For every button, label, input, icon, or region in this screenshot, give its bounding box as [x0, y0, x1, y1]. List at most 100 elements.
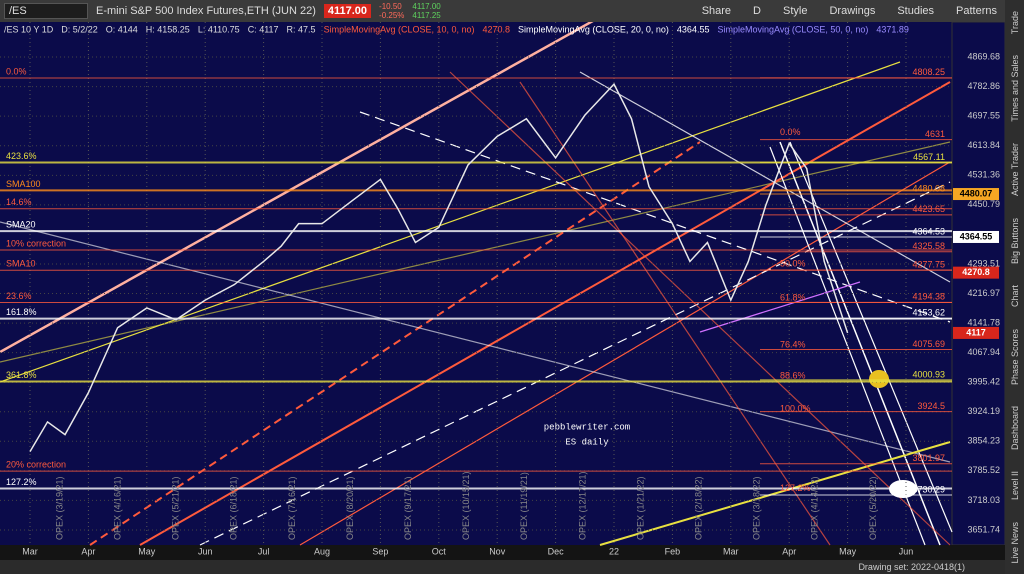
symbol-box[interactable]: /ES	[4, 3, 88, 19]
y-tick-label: 4782.86	[967, 81, 1000, 91]
y-tick-label: 4216.97	[967, 288, 1000, 298]
chart: Mar Apr May Jun Jul Aug Sep Oct Nov Dec 22 Feb Mar Ap…	[0, 22, 1005, 560]
x-tick-label: Jun	[899, 546, 914, 556]
y-tick-label: 4697.55	[967, 111, 1000, 121]
level-label: 4325.58	[912, 241, 945, 251]
legend-text: O: 4144	[106, 24, 138, 34]
study-legend: /ES 10 Y 1D D: 5/2/22 O: 4144 H: 4158.25 L: …	[4, 24, 909, 34]
legend-text: SimpleMovingAvg (CLOSE, 10, 0, no)	[324, 24, 475, 34]
x-tick-label: Apr	[782, 546, 796, 556]
level-label: 4423.65	[912, 204, 945, 214]
level-label: 0.0%	[6, 66, 27, 76]
fib-label: 100.0%	[780, 404, 811, 414]
price-badge	[953, 326, 999, 339]
x-tick-label: Apr	[81, 546, 95, 556]
legend-text: R: 47.5	[287, 24, 316, 34]
legend-text: C: 4117	[248, 24, 279, 34]
legend-text: 4364.55	[677, 24, 710, 34]
opex-label: OPEX (4/14/22)	[810, 476, 820, 540]
fib-label: 61.8%	[780, 293, 806, 303]
change-pct: -0.25%	[379, 11, 405, 20]
sidebar-tab[interactable]: Dashboard	[1009, 405, 1020, 450]
sidebar: Trade Times and Sales Active Trader Big But…	[1005, 0, 1024, 574]
opex-label: OPEX (12/17/21)	[577, 471, 587, 540]
quote: 4117.00 4117.25	[412, 2, 440, 20]
level-label: 4364.53	[912, 226, 945, 236]
x-tick-label: Aug	[314, 546, 330, 556]
y-tick-label: 3785.52	[967, 465, 1000, 475]
toolbar: /ES E-mini S&P 500 Index Futures,ETH (JU…	[0, 0, 1005, 22]
level-label: 3801.97	[912, 453, 945, 463]
level-label: SMA100	[6, 179, 41, 189]
level-label: 4567.11	[913, 152, 945, 162]
opex-label: OPEX (10/15/21)	[461, 471, 471, 540]
x-tick-label: Sep	[372, 546, 388, 556]
opex-label: OPEX (8/20/21)	[345, 476, 355, 540]
y-tick-label: 4869.68	[967, 51, 1000, 61]
toolbar-button[interactable]: Patterns	[956, 5, 997, 17]
toolbar-button[interactable]: Drawings	[829, 5, 876, 17]
y-tick-label: 3995.42	[967, 377, 1000, 387]
level-label: 4631	[925, 129, 945, 139]
toolbar-button[interactable]: Share	[701, 5, 732, 17]
opex-label: OPEX (5/21/21)	[171, 476, 181, 540]
opex-label: OPEX (3/18/22)	[752, 476, 762, 540]
price-badge	[953, 230, 999, 243]
toolbar-button[interactable]: Studies	[897, 5, 935, 17]
sidebar-tab[interactable]: Big Buttons	[1009, 217, 1020, 264]
sidebar-tab[interactable]: Times and Sales	[1009, 55, 1020, 122]
fib-label: 0.0%	[780, 127, 801, 137]
level-label: 423.6%	[6, 151, 37, 161]
legend-text: SimpleMovingAvg (CLOSE, 50, 0, no)	[717, 24, 868, 34]
target-marker	[869, 370, 889, 388]
opex-label: OPEX (3/19/21)	[54, 476, 64, 540]
price-line	[29, 82, 849, 453]
sidebar-tab[interactable]: Chart	[1009, 285, 1020, 308]
legend-text: /ES 10 Y 1D	[4, 24, 54, 34]
sidebar-tab[interactable]: Level II	[1009, 471, 1020, 501]
sidebar-tab[interactable]: Live News	[1009, 521, 1020, 564]
y-tick-label: 4613.84	[967, 140, 1000, 150]
level-label: 4000.93	[912, 369, 945, 379]
x-tick-label: Jul	[258, 546, 270, 556]
last-price: 4117.00	[323, 4, 372, 18]
x-tick-label: Oct	[432, 546, 447, 556]
toolbar-buttons: Share D Style Drawings Studies Patterns	[702, 5, 1005, 17]
legend-text: 4371.89	[876, 24, 909, 34]
sidebar-tab[interactable]: Phase Scores	[1009, 328, 1020, 385]
legend-text: L: 4110.75	[198, 24, 240, 34]
price-badge-label: 4480.07	[960, 188, 993, 198]
level-label: 4153.62	[912, 308, 945, 318]
legend-text: 4270.8	[482, 24, 510, 34]
level-label: 361.8%	[6, 370, 37, 380]
x-tick-label: 22	[609, 546, 619, 556]
x-tick-label: Jun	[198, 546, 213, 556]
level-label: 127.2%	[6, 477, 37, 487]
legend-text: D: 5/2/22	[61, 24, 98, 34]
price-axis-bg	[951, 22, 1005, 546]
level-label: 4194.38	[912, 292, 945, 302]
toolbar-button[interactable]: Style	[783, 5, 808, 17]
bid: 4117.00	[412, 2, 441, 11]
fib-label: 76.4%	[780, 339, 806, 349]
level-label: 3924.5	[917, 401, 945, 411]
sidebar-tab[interactable]: Active Trader	[1009, 143, 1020, 197]
level-label: 4277.75	[912, 259, 945, 269]
ask: 4117.25	[412, 11, 441, 20]
price-badge	[953, 266, 999, 279]
change: -10.50 -0.25%	[379, 2, 404, 20]
level-label: 3730.29	[912, 484, 945, 494]
level-label: SMA10	[6, 259, 36, 269]
opex-label: OPEX (7/16/21)	[287, 476, 297, 540]
y-tick-label: 4293.51	[967, 258, 1000, 268]
sidebar-tab[interactable]: Trade	[1009, 10, 1020, 34]
y-tick-label: 4067.94	[967, 347, 1000, 357]
fib-label: 127.2%	[780, 483, 811, 493]
toolbar-button[interactable]: D	[753, 5, 761, 17]
level-label: 4808.25	[912, 67, 945, 77]
opex-label: OPEX (4/16/21)	[112, 476, 122, 540]
y-tick-label: 4450.79	[967, 199, 1000, 209]
level-label: 4480.08	[912, 183, 945, 193]
legend-text: H: 4158.25	[146, 24, 190, 34]
